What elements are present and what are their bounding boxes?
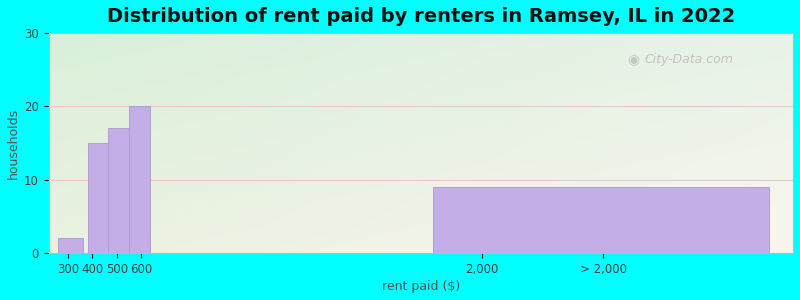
Bar (58, 238, 82, 253)
Bar (433, 187, 769, 253)
Text: City-Data.com: City-Data.com (644, 53, 733, 66)
Title: Distribution of rent paid by renters in Ramsey, IL in 2022: Distribution of rent paid by renters in … (106, 7, 735, 26)
Bar (108, 128, 129, 253)
Bar (129, 106, 150, 253)
Y-axis label: households: households (7, 107, 20, 179)
X-axis label: rent paid ($): rent paid ($) (382, 280, 460, 293)
Text: ◉: ◉ (627, 52, 639, 67)
Bar (88, 143, 108, 253)
